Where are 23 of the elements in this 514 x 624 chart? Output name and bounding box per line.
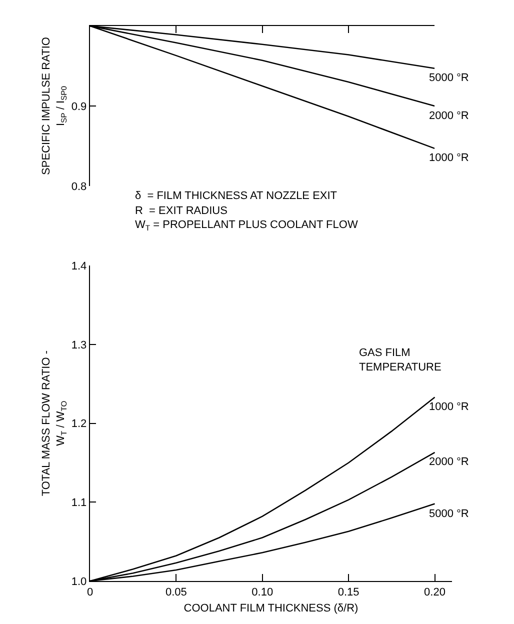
text: δ = FILM THICKNESS AT NOZZLE EXIT	[135, 190, 338, 202]
x-tick-label: 0.10	[252, 586, 274, 598]
text: W$_{T}$ = PROPELLANT PLUS COOLANT FLOW	[135, 219, 358, 232]
x-tick-label: 0	[86, 586, 94, 598]
y-tick-label: 0.9	[71, 100, 87, 113]
x-tick-label: 0.05	[165, 586, 187, 598]
x-axis-title: COOLANT FILM THICKNESS (δ/R)	[184, 602, 358, 615]
x-tick-label: 0.20	[424, 586, 446, 598]
series-label: 1000 °R	[429, 401, 469, 413]
text: R = EXIT RADIUS	[135, 205, 228, 217]
series-label: 1000 °R	[429, 152, 469, 164]
series-label: 2000 °R	[429, 456, 469, 468]
y-tick-label: 1.3	[71, 339, 87, 352]
series-label: 5000 °R	[429, 72, 469, 84]
y-tick-label: 0.8	[71, 180, 87, 193]
y-tick-label: 1.0	[71, 576, 87, 588]
x-tick-label: 0.15	[338, 586, 360, 598]
y-tick-label: 1.2	[71, 418, 87, 430]
y-tick-label: 1.1	[71, 497, 87, 510]
series-label: 2000 °R	[429, 110, 469, 122]
series-label: 5000 °R	[429, 508, 469, 520]
legend-title: GAS FILM TEMPERATURE	[359, 347, 442, 374]
y-tick-label: 1.4	[71, 260, 87, 272]
